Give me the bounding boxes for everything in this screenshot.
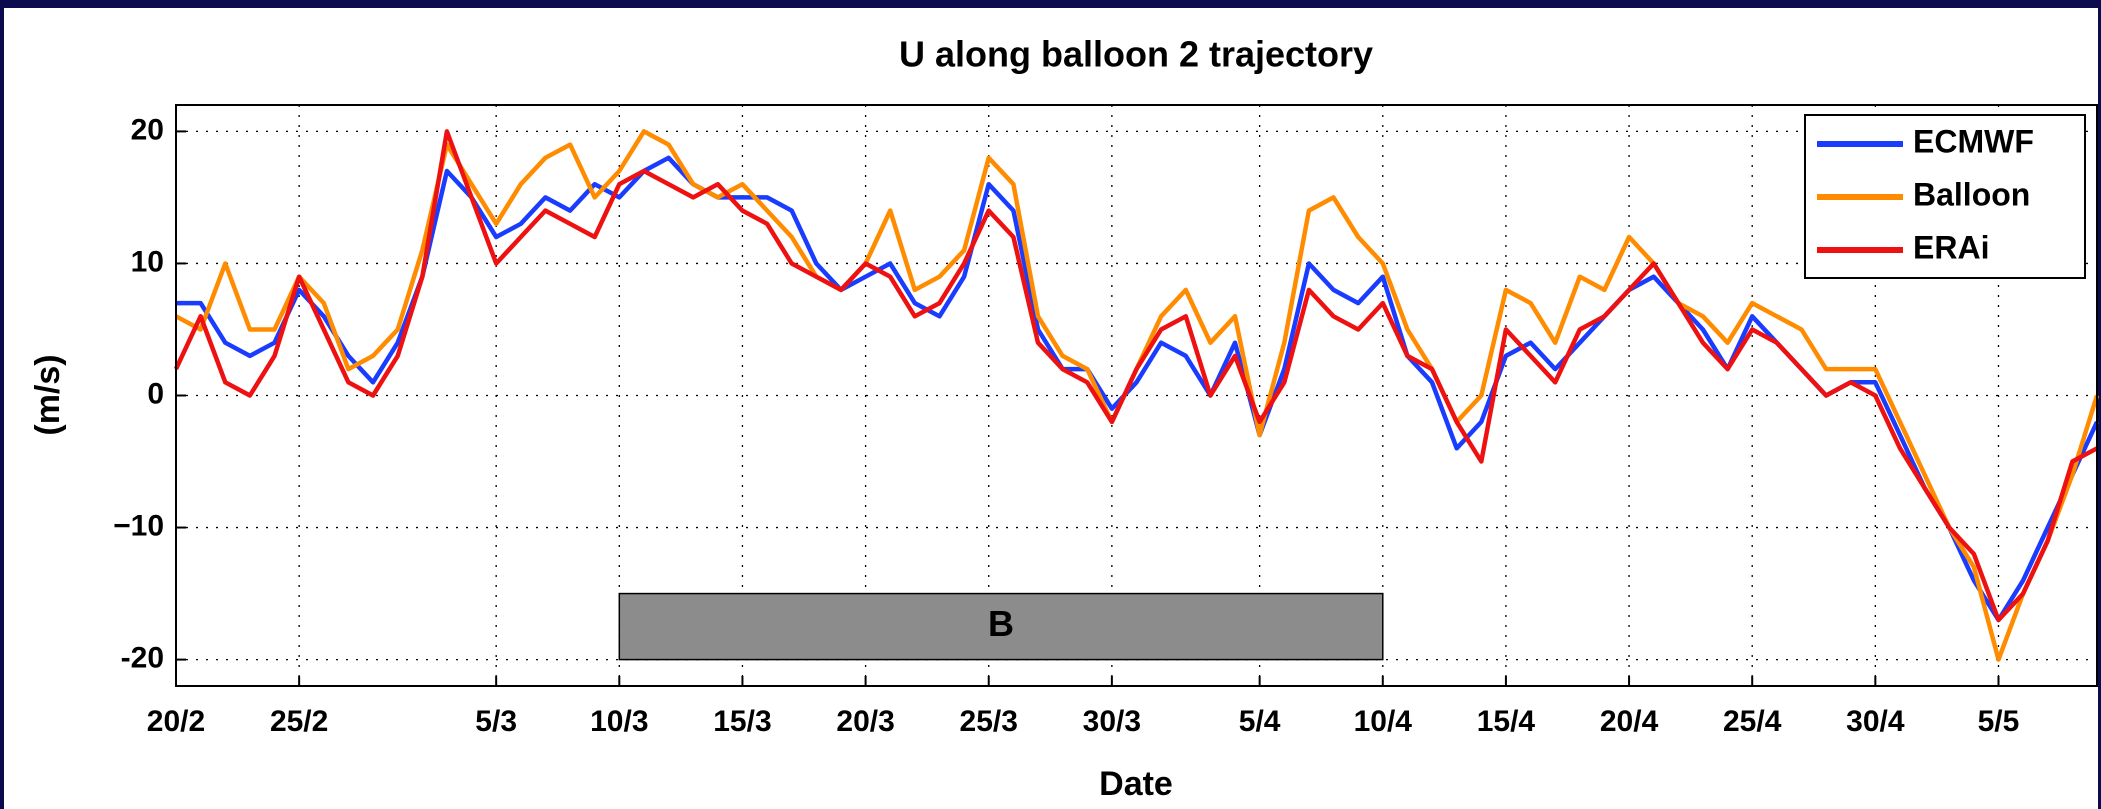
y-axis-label: (m/s) (29, 354, 67, 435)
x-tick-label: 20/3 (836, 705, 894, 738)
y-tick-label: 0 (147, 377, 164, 410)
x-tick-label: 20/4 (1600, 705, 1659, 738)
annotation-box (618, 592, 1384, 661)
x-tick-label: 10/3 (590, 705, 648, 738)
x-tick-label: 10/4 (1354, 705, 1413, 738)
x-tick-label: 5/4 (1239, 705, 1281, 738)
x-tick-label: 25/4 (1723, 705, 1782, 738)
legend-label: ECMWF (1913, 123, 2034, 159)
x-tick-label: 25/3 (960, 705, 1018, 738)
x-tick-label: 15/3 (713, 705, 771, 738)
chart-title: U along balloon 2 trajectory (899, 34, 1373, 75)
x-tick-label: 25/2 (270, 705, 328, 738)
plot-frame (175, 104, 2098, 687)
annotation-label: B (988, 603, 1014, 644)
x-tick-label: 30/3 (1083, 705, 1141, 738)
panel (4, 8, 2098, 809)
y-tick-label: 10 (131, 245, 164, 278)
y-tick-label: 20 (131, 113, 164, 146)
y-tick-label: -20 (121, 642, 164, 675)
legend-label: ERAi (1913, 229, 1989, 265)
x-tick-label: 20/2 (147, 705, 205, 738)
x-tick-label: 15/4 (1477, 705, 1536, 738)
x-tick-label: 30/4 (1846, 705, 1905, 738)
series-line (173, 129, 2099, 623)
y-tick-label: −10 (113, 509, 164, 542)
x-tick-label: 5/3 (475, 705, 517, 738)
x-axis-label: Date (1099, 765, 1173, 803)
x-tick-label: 5/5 (1978, 705, 2020, 738)
legend-label: Balloon (1913, 176, 2030, 212)
